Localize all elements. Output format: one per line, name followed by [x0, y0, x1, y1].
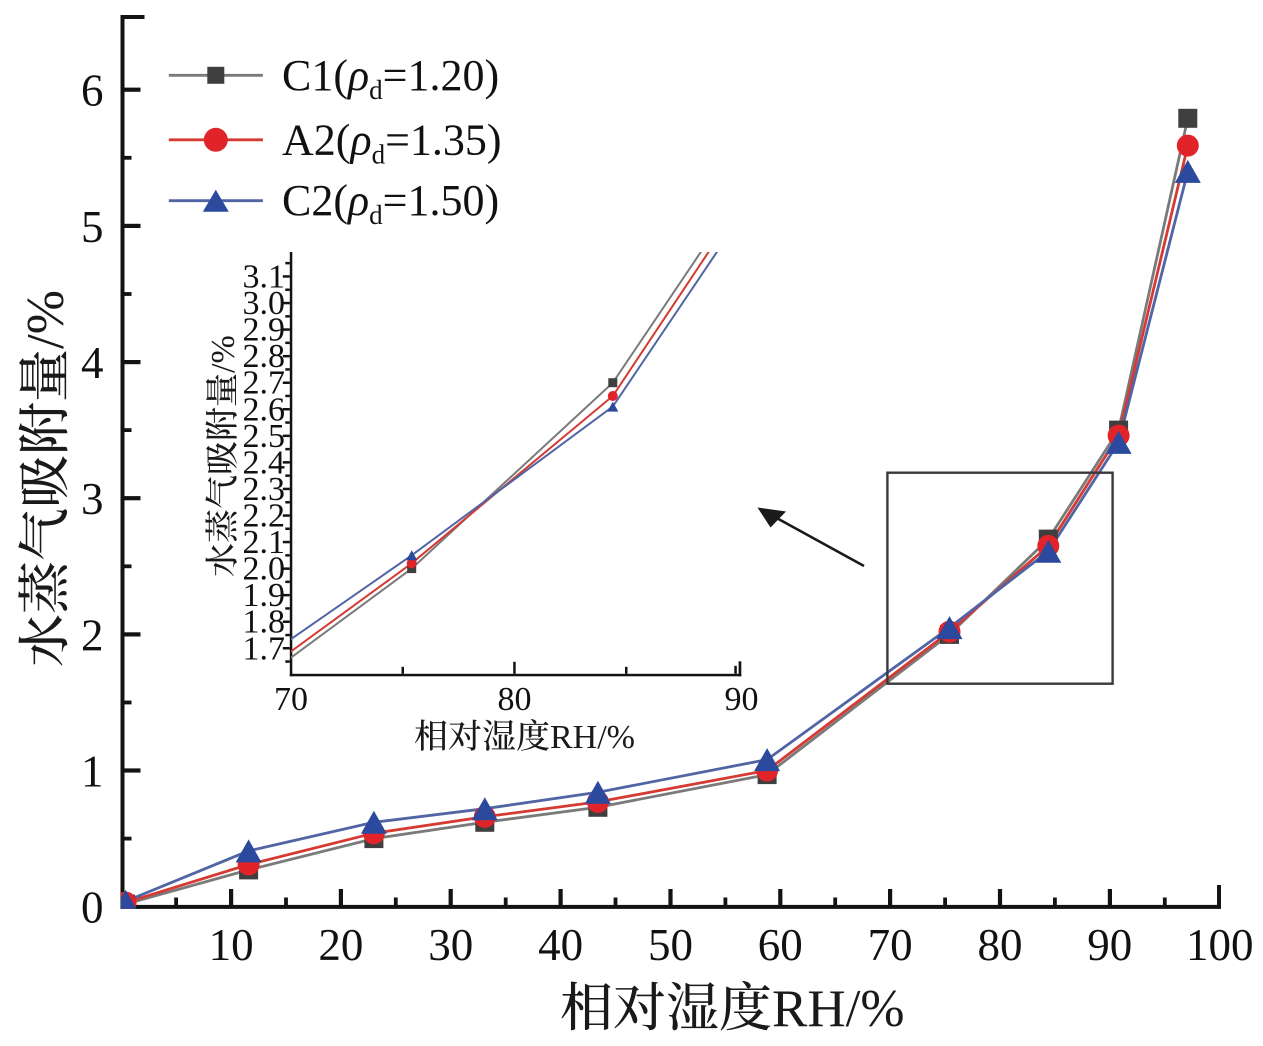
svg-text:2.0: 2.0: [243, 551, 286, 588]
svg-text:2.2: 2.2: [243, 498, 286, 535]
svg-text:2: 2: [81, 610, 104, 660]
svg-text:2.4: 2.4: [243, 444, 286, 481]
svg-text:60: 60: [758, 920, 803, 970]
svg-text:/%: /%: [17, 290, 75, 349]
svg-text:80: 80: [978, 920, 1023, 970]
svg-text:A2(ρd=1.35): A2(ρd=1.35): [282, 116, 502, 170]
svg-text:5: 5: [81, 202, 104, 252]
svg-text:C2(ρd=1.50): C2(ρd=1.50): [282, 176, 499, 230]
svg-text:0: 0: [81, 883, 104, 933]
svg-text:1.9: 1.9: [243, 577, 286, 614]
svg-text:80: 80: [498, 681, 532, 718]
svg-text:1.7: 1.7: [243, 630, 286, 667]
svg-text:20: 20: [318, 920, 363, 970]
svg-text:70: 70: [868, 920, 913, 970]
svg-text:70: 70: [274, 681, 308, 718]
svg-text:3: 3: [81, 474, 104, 524]
svg-text:2.9: 2.9: [243, 312, 286, 349]
svg-text:1.8: 1.8: [243, 604, 286, 641]
svg-text:50: 50: [648, 920, 693, 970]
svg-text:2.8: 2.8: [243, 338, 286, 375]
svg-text:10: 10: [209, 920, 254, 970]
svg-text:6: 6: [81, 66, 104, 116]
svg-text:1: 1: [81, 747, 104, 797]
svg-text:4: 4: [81, 338, 104, 388]
svg-text:2.3: 2.3: [243, 471, 286, 508]
svg-text:90: 90: [725, 681, 759, 718]
svg-text:RH/%: RH/%: [550, 719, 635, 756]
svg-text:C1(ρd=1.20): C1(ρd=1.20): [282, 51, 499, 105]
svg-text:2.6: 2.6: [243, 391, 286, 428]
svg-text:100: 100: [1186, 920, 1254, 970]
svg-text:3.0: 3.0: [243, 285, 286, 322]
svg-text:30: 30: [428, 920, 473, 970]
svg-text:2.7: 2.7: [243, 365, 286, 402]
svg-text:2.5: 2.5: [243, 418, 286, 455]
svg-text:90: 90: [1087, 920, 1132, 970]
svg-text:2.1: 2.1: [243, 524, 286, 561]
svg-text:40: 40: [538, 920, 583, 970]
svg-text:/%: /%: [205, 335, 242, 373]
svg-text:RH/%: RH/%: [772, 980, 905, 1038]
svg-text:3.1: 3.1: [243, 259, 286, 296]
